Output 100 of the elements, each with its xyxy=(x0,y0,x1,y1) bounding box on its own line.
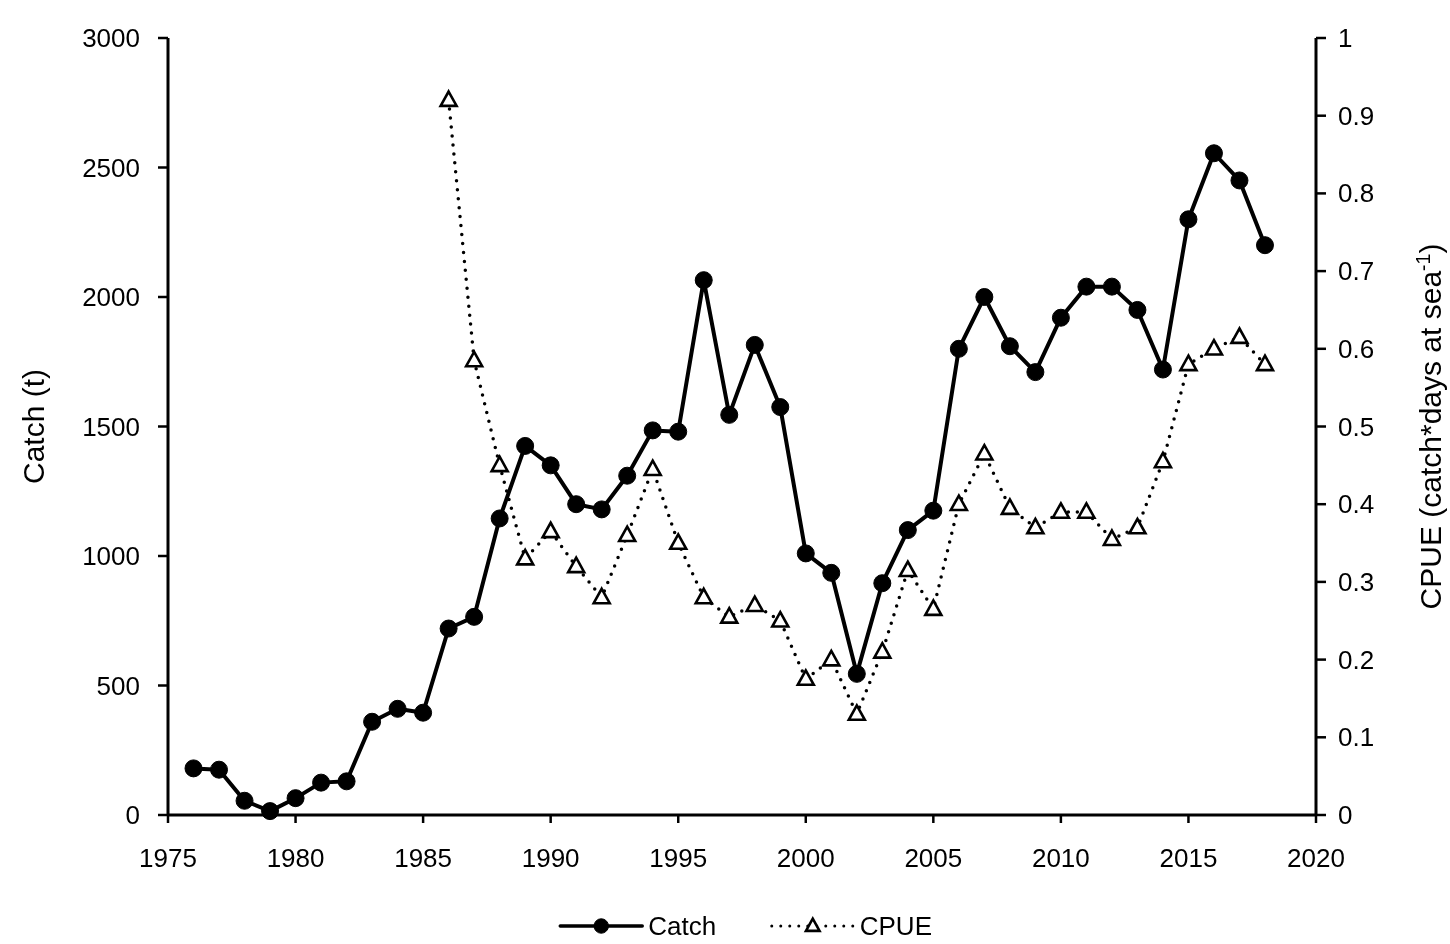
point xyxy=(1153,451,1173,469)
point xyxy=(618,466,637,485)
point xyxy=(439,619,458,638)
point xyxy=(1230,171,1249,190)
point xyxy=(847,664,866,683)
y2-tick-label: 0.3 xyxy=(1338,566,1375,597)
point xyxy=(873,641,892,659)
x-tick-label: 2010 xyxy=(1031,843,1090,873)
y2-tick-label: 0.2 xyxy=(1338,644,1375,675)
point xyxy=(1128,300,1147,319)
x-tick-label: 2000 xyxy=(776,843,835,873)
point xyxy=(1230,327,1249,345)
point xyxy=(1179,354,1198,372)
point xyxy=(515,548,535,566)
x-tick-label: 1975 xyxy=(139,843,197,873)
point xyxy=(796,544,815,563)
point xyxy=(1051,502,1071,520)
point xyxy=(1077,277,1096,296)
point xyxy=(949,494,969,512)
point xyxy=(1077,502,1096,520)
y-axis-title: Catch (t) xyxy=(17,368,50,485)
point xyxy=(235,791,254,810)
y2-tick-label: 0.1 xyxy=(1338,722,1375,753)
point xyxy=(668,533,688,551)
y2-tick-label: 0 xyxy=(1338,800,1353,830)
point xyxy=(516,436,535,455)
point xyxy=(847,704,867,722)
y-tick-label: 1500 xyxy=(82,411,140,442)
point xyxy=(1026,363,1045,382)
y-tick-label: 500 xyxy=(96,670,140,701)
point xyxy=(745,335,764,354)
point xyxy=(949,339,968,358)
point xyxy=(771,398,790,417)
x-tick-label: 2005 xyxy=(904,843,963,873)
point xyxy=(1102,277,1121,296)
point xyxy=(363,712,382,731)
point xyxy=(592,587,611,605)
y-tick-label: 3000 xyxy=(82,23,140,53)
y2-tick-label: 0.7 xyxy=(1338,256,1375,287)
point xyxy=(770,610,790,628)
x-tick-label: 1980 xyxy=(266,843,325,873)
x-tick-label: 1990 xyxy=(521,843,580,873)
point xyxy=(312,773,331,792)
y-tick-label: 2000 xyxy=(82,282,140,312)
point xyxy=(669,422,688,441)
x-tick-label: 2020 xyxy=(1287,843,1345,873)
point xyxy=(975,288,994,306)
point xyxy=(464,350,484,368)
point xyxy=(1102,529,1122,547)
point xyxy=(643,459,663,477)
point xyxy=(337,772,356,791)
point xyxy=(822,563,841,582)
point xyxy=(720,405,739,424)
point xyxy=(490,509,509,528)
y-tick-label: 0 xyxy=(125,800,140,830)
point xyxy=(643,421,662,440)
point xyxy=(924,599,943,617)
y2-tick-label: 0.5 xyxy=(1338,411,1375,442)
point xyxy=(745,595,765,613)
point xyxy=(286,789,305,808)
point xyxy=(694,271,713,290)
point xyxy=(1128,517,1147,535)
point xyxy=(439,90,458,108)
point xyxy=(694,587,714,605)
point xyxy=(541,456,560,475)
point xyxy=(898,560,918,578)
y-tick-label: 1000 xyxy=(82,541,140,571)
point xyxy=(821,649,841,667)
y2-tick-label: 0.4 xyxy=(1338,489,1375,520)
point xyxy=(1153,360,1172,379)
point xyxy=(617,525,637,543)
point xyxy=(388,699,407,718)
point xyxy=(1000,337,1019,356)
point xyxy=(541,521,560,539)
point xyxy=(1026,517,1045,535)
point xyxy=(975,443,994,461)
y-tick-label: 2500 xyxy=(82,152,140,183)
point xyxy=(1051,308,1070,327)
point xyxy=(465,607,484,626)
point xyxy=(873,574,892,593)
point xyxy=(567,495,586,514)
x-tick-label: 2015 xyxy=(1159,843,1218,873)
y2-tick-label: 0.6 xyxy=(1338,333,1375,364)
point xyxy=(1179,210,1198,229)
point xyxy=(592,500,611,519)
point xyxy=(1204,144,1223,163)
point xyxy=(490,455,509,473)
y2-tick-label: 0.9 xyxy=(1338,100,1375,131)
legend-label: CPUE xyxy=(859,911,932,941)
point xyxy=(210,760,229,779)
point xyxy=(1255,236,1274,255)
point xyxy=(924,501,943,520)
point xyxy=(1255,354,1275,372)
point xyxy=(1000,498,1020,516)
point xyxy=(719,606,739,624)
y2-tick-label: 1 xyxy=(1338,23,1353,53)
point xyxy=(898,521,917,540)
point xyxy=(1204,338,1224,356)
y2-tick-label: 0.8 xyxy=(1338,178,1375,209)
point xyxy=(414,703,433,722)
